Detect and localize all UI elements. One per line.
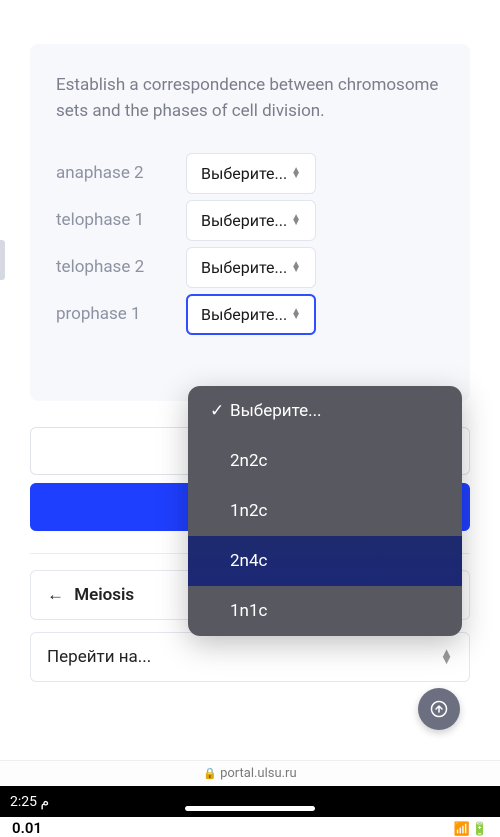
video-time: 2:25 م xyxy=(10,794,49,810)
dropdown-option-1n1c[interactable]: 1n1c xyxy=(188,586,462,636)
video-progress-bar[interactable]: 2:25 م xyxy=(0,786,500,817)
scroll-to-top-button[interactable] xyxy=(418,688,460,730)
jump-to-card[interactable]: Перейти на... ▲▼ xyxy=(30,632,470,682)
breadcrumb-content: ← Meiosis xyxy=(47,585,134,605)
select-value: Выберите... xyxy=(201,164,287,183)
select-telophase-2[interactable]: Выберите... ▲▼ xyxy=(186,247,316,288)
match-label-telophase-2: telophase 2 xyxy=(56,257,186,277)
match-row: prophase 1 Выберите... ▲▼ xyxy=(56,294,444,335)
prev-card-edge xyxy=(30,0,470,24)
chevrons-icon: ▲▼ xyxy=(440,650,453,664)
match-label-anaphase-2: anaphase 2 xyxy=(56,163,186,183)
select-prophase-1[interactable]: Выберите... ▲▼ xyxy=(186,294,316,335)
address-bar[interactable]: 🔒 portal.ulsu.ru xyxy=(0,760,500,786)
dropdown-option-placeholder[interactable]: ✓ Выберите... xyxy=(188,386,462,436)
arrow-left-icon: ← xyxy=(47,585,64,605)
battery-icon: 🔋 xyxy=(472,822,488,837)
dropdown-option-2n2c[interactable]: 2n2c xyxy=(188,436,462,486)
dropdown-option-2n4c[interactable]: 2n4c xyxy=(188,536,462,586)
select-telophase-1[interactable]: Выберите... ▲▼ xyxy=(186,200,316,241)
dropdown-panel: ✓ Выберите... 2n2c 1n2c 2n4c 1n1c xyxy=(188,386,462,636)
question-text: Establish a correspondence between chrom… xyxy=(56,72,444,125)
chevrons-icon: ▲▼ xyxy=(291,309,301,319)
status-icons: 📶 🔋 xyxy=(454,822,488,837)
select-value: Выберите... xyxy=(201,305,287,324)
option-label: 2n2c xyxy=(230,451,267,471)
chevrons-icon: ▲▼ xyxy=(291,215,301,225)
chevrons-icon: ▲▼ xyxy=(291,262,301,272)
breadcrumb-label: Meiosis xyxy=(74,585,134,605)
side-indicator xyxy=(0,240,5,280)
chevrons-icon: ▲▼ xyxy=(291,168,301,178)
question-card: Establish a correspondence between chrom… xyxy=(30,44,470,401)
match-row: telophase 2 Выберите... ▲▼ xyxy=(56,247,444,288)
home-indicator xyxy=(185,806,315,811)
option-label: 1n1c xyxy=(230,601,267,621)
lock-icon: 🔒 xyxy=(203,767,217,780)
option-label: Выберите... xyxy=(230,401,322,421)
clock-partial: 0.01 xyxy=(12,819,42,837)
match-row: telophase 1 Выберите... ▲▼ xyxy=(56,200,444,241)
match-label-telophase-1: telophase 1 xyxy=(56,210,186,230)
match-label-prophase-1: prophase 1 xyxy=(56,304,186,324)
select-anaphase-2[interactable]: Выберите... ▲▼ xyxy=(186,153,316,194)
status-bar-peek: 0.01 📶 🔋 xyxy=(0,817,500,837)
arrow-up-icon xyxy=(430,700,448,718)
match-row: anaphase 2 Выберите... ▲▼ xyxy=(56,153,444,194)
jump-label: Перейти на... xyxy=(47,647,151,667)
option-label: 1n2c xyxy=(230,501,267,521)
dropdown-option-1n2c[interactable]: 1n2c xyxy=(188,486,462,536)
check-icon: ✓ xyxy=(210,401,230,421)
page-content: Establish a correspondence between chrom… xyxy=(0,0,500,760)
select-value: Выберите... xyxy=(201,258,287,277)
option-label: 2n4c xyxy=(230,551,267,571)
signal-icon: 📶 xyxy=(454,822,470,837)
select-value: Выберите... xyxy=(201,211,287,230)
domain-text: portal.ulsu.ru xyxy=(220,766,297,781)
